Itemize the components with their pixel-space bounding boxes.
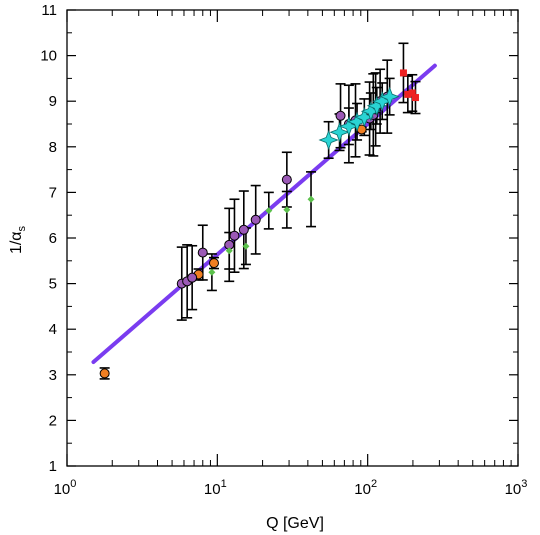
y-tick-label: 10 xyxy=(40,48,57,65)
points-layer xyxy=(99,42,421,380)
y-tick-label: 5 xyxy=(49,276,57,293)
data-point xyxy=(307,195,315,203)
data-point xyxy=(283,206,291,214)
data-point xyxy=(281,174,292,185)
data-point xyxy=(338,116,359,137)
x-tick-label-exponent: 2 xyxy=(371,478,377,490)
data-point xyxy=(197,247,208,258)
x-tick-label: 100 xyxy=(54,478,77,498)
x-tick-label: 103 xyxy=(505,478,528,498)
data-point xyxy=(318,129,339,151)
data-point xyxy=(225,247,233,255)
y-tick-label: 11 xyxy=(41,2,57,19)
x-tick-label-exponent: 3 xyxy=(521,478,527,490)
x-tick-label-base: 10 xyxy=(204,481,221,498)
data-point xyxy=(238,224,249,235)
data-point xyxy=(329,122,350,143)
x-tick-label: 101 xyxy=(204,478,227,498)
data-point xyxy=(208,268,216,276)
data-point xyxy=(411,94,419,102)
y-axis-title-main: 1/α xyxy=(8,231,25,254)
y-tick-label: 8 xyxy=(49,139,57,156)
x-axis-title: Q [GeV] xyxy=(266,515,324,532)
data-point xyxy=(99,368,110,379)
x-tick-label-base: 10 xyxy=(54,481,71,498)
x-tick-label-exponent: 1 xyxy=(221,478,227,490)
data-point xyxy=(250,214,261,225)
data-point xyxy=(408,89,416,97)
x-tick-label-exponent: 0 xyxy=(70,478,76,490)
data-point xyxy=(187,272,198,283)
y-axis-title-sub: s xyxy=(16,225,28,231)
data-point xyxy=(265,207,273,215)
y-tick-label: 9 xyxy=(49,93,57,110)
data-point xyxy=(379,86,400,107)
x-tick-label-base: 10 xyxy=(505,481,522,498)
y-axis-title: 1/αs xyxy=(8,225,28,254)
data-point xyxy=(208,258,219,269)
y-tick-label: 6 xyxy=(49,230,57,247)
data-point xyxy=(404,90,412,98)
x-tick-label: 102 xyxy=(354,478,377,498)
data-point xyxy=(335,110,346,121)
y-tick-label: 7 xyxy=(49,184,57,201)
y-tick-label: 2 xyxy=(49,412,57,429)
data-point xyxy=(399,69,407,77)
data-point xyxy=(242,242,250,250)
data-point xyxy=(229,230,240,241)
x-tick-label-base: 10 xyxy=(354,481,371,498)
y-tick-label: 4 xyxy=(49,321,57,338)
y-tick-label: 1 xyxy=(49,458,57,475)
y-tick-label: 3 xyxy=(49,367,57,384)
